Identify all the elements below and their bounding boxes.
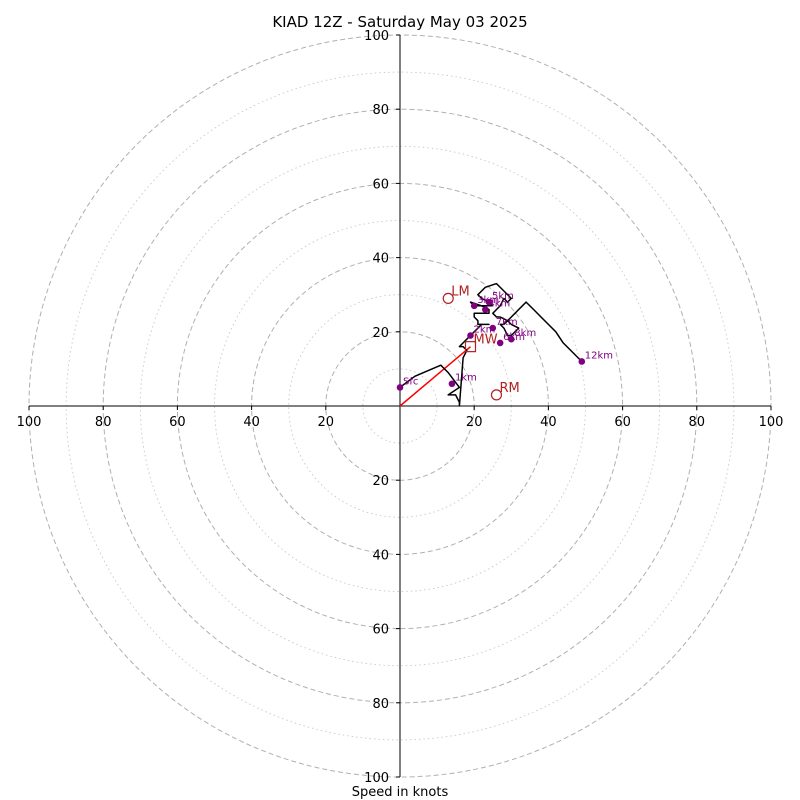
x-tick-label: 100 bbox=[17, 415, 42, 430]
storm-motion-label-LM: LM bbox=[451, 284, 469, 299]
x-tick-label: 80 bbox=[95, 415, 112, 430]
x-tick-label: 80 bbox=[689, 415, 706, 430]
x-tick-label: 20 bbox=[318, 415, 335, 430]
height-label-12km: 12km bbox=[585, 350, 613, 361]
height-point-1km bbox=[448, 380, 456, 388]
y-tick-label: 80 bbox=[372, 103, 389, 118]
wind-trace bbox=[399, 282, 583, 407]
storm-motion-LM bbox=[442, 292, 454, 305]
y-tick-label: 100 bbox=[364, 771, 389, 786]
height-point-3km bbox=[470, 302, 478, 310]
chart-title: KIAD 12Z - Saturday May 03 2025 bbox=[272, 13, 527, 31]
x-tick-label: 20 bbox=[466, 415, 483, 430]
height-label-2km: 2km bbox=[473, 325, 495, 336]
y-tick-label: 60 bbox=[372, 177, 389, 192]
height-label-1km: 1km bbox=[455, 373, 477, 384]
tick-labels: 100 80 60 40 20 20 40 60 80 100 100 80 60 40 20 20 40 60 8… bbox=[17, 29, 784, 786]
height-label-6km: 6km bbox=[503, 332, 525, 343]
y-tick-label: 40 bbox=[372, 548, 389, 563]
x-axis-label: Speed in knots bbox=[352, 785, 449, 800]
storm-motion-markers: LM RM MW bbox=[442, 284, 520, 401]
height-label-8km: 8km bbox=[514, 328, 536, 339]
height-point-2km bbox=[467, 332, 474, 339]
y-tick-label: 20 bbox=[372, 474, 389, 489]
height-label-Sfc: Sfc bbox=[403, 376, 418, 387]
y-tick-label: 20 bbox=[372, 326, 389, 341]
y-tick-label: 60 bbox=[372, 623, 389, 638]
height-point-4km bbox=[482, 306, 489, 313]
y-tick-label: 100 bbox=[364, 29, 389, 44]
y-tick-label: 40 bbox=[372, 252, 389, 267]
x-tick-label: 40 bbox=[243, 415, 260, 430]
x-tick-label: 100 bbox=[759, 415, 784, 430]
height-label-4km: 4km bbox=[488, 299, 510, 310]
hodograph-trace-0 bbox=[399, 282, 583, 407]
height-point-Sfc bbox=[396, 384, 404, 391]
storm-motion-RM bbox=[490, 389, 503, 401]
x-tick-label: 60 bbox=[614, 415, 631, 430]
y-tick-label: 80 bbox=[372, 697, 389, 712]
height-point-7km bbox=[489, 324, 497, 332]
shear-vector bbox=[399, 346, 471, 407]
x-tick-label: 40 bbox=[540, 415, 557, 430]
height-point-12km bbox=[578, 358, 586, 365]
height-markers: Sfc1km2km3km4km5km6km7km8km12km bbox=[396, 291, 613, 391]
height-point-5km bbox=[485, 298, 493, 306]
height-label-7km: 7km bbox=[496, 317, 518, 328]
shear-vector-line bbox=[399, 346, 471, 407]
storm-motion-label-MW: MW bbox=[473, 333, 497, 348]
height-label-5km: 5km bbox=[492, 291, 514, 302]
storm-motion-label-RM: RM bbox=[499, 381, 519, 396]
x-tick-label: 60 bbox=[169, 415, 186, 430]
height-point-8km bbox=[508, 335, 515, 343]
storm-motion-MW bbox=[464, 341, 477, 353]
height-point-6km bbox=[496, 339, 504, 347]
